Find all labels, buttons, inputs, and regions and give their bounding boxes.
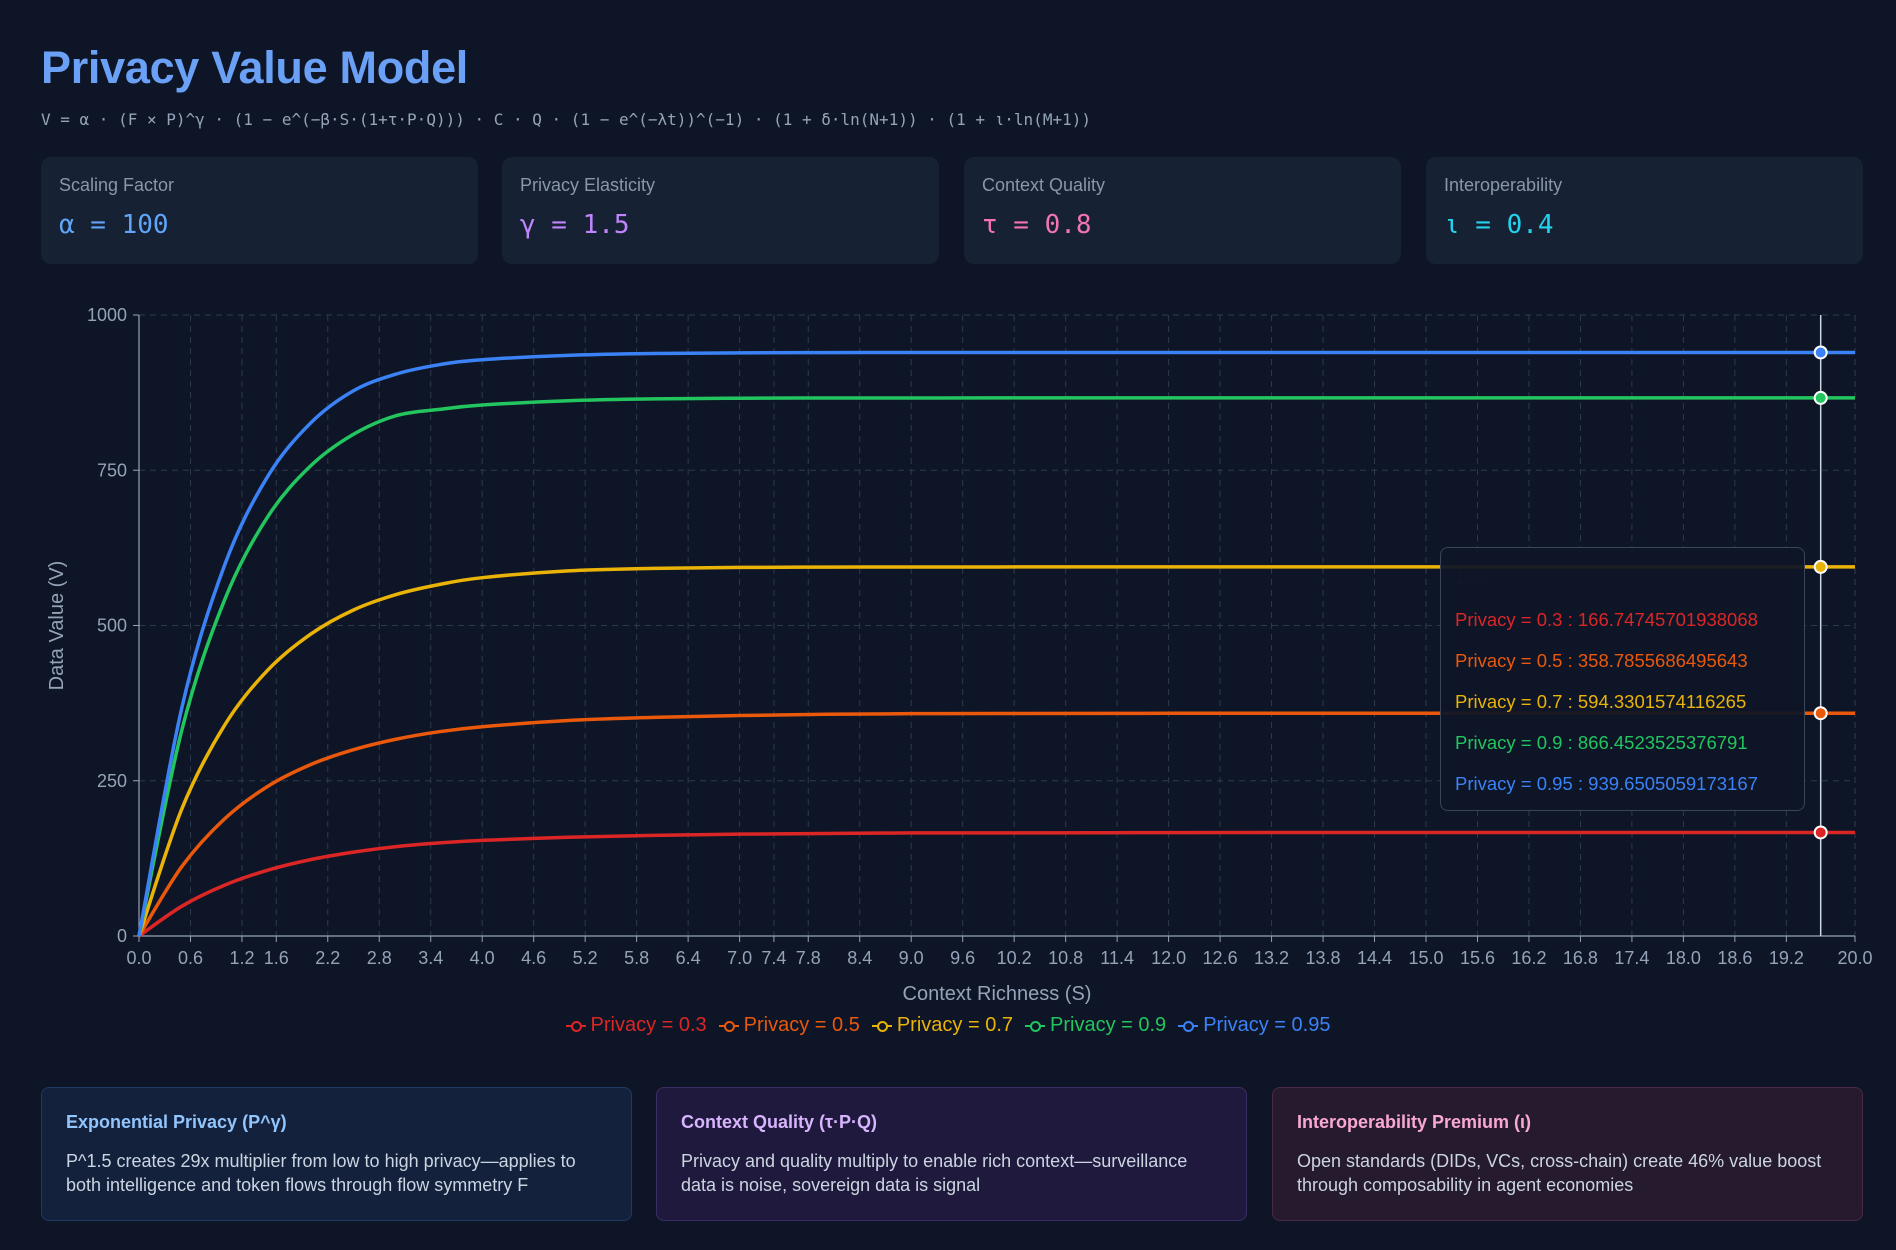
legend-label: Privacy = 0.3 bbox=[590, 1014, 707, 1036]
x-tick-label: 6.4 bbox=[676, 948, 701, 968]
x-tick-label: 7.8 bbox=[796, 948, 821, 968]
legend-line-marker-icon bbox=[1025, 1020, 1046, 1032]
param-label: Interoperability bbox=[1444, 175, 1563, 195]
x-tick-label: 16.8 bbox=[1563, 948, 1598, 968]
x-tick-label: 0.6 bbox=[178, 948, 203, 968]
chart-legend: Privacy = 0.3 Privacy = 0.5 Privacy = 0.7 P… bbox=[0, 1014, 1896, 1038]
legend-item[interactable]: Privacy = 0.7 bbox=[871, 1014, 1014, 1037]
x-tick-label: 18.6 bbox=[1717, 948, 1752, 968]
tooltip-row: Privacy = 0.7 : 594.3301574116265 bbox=[1455, 691, 1747, 712]
legend-item[interactable]: Privacy = 0.3 bbox=[565, 1014, 707, 1037]
tooltip-row: Privacy = 0.9 : 866.4523525376791 bbox=[1455, 732, 1748, 753]
y-tick-label: 1000 bbox=[87, 305, 127, 325]
hover-point-1 bbox=[1813, 706, 1828, 721]
x-tick-label: 16.2 bbox=[1511, 948, 1546, 968]
legend-label: Privacy = 0.95 bbox=[1203, 1014, 1331, 1036]
legend-item[interactable]: Privacy = 0.5 bbox=[718, 1014, 860, 1037]
series-line-4 bbox=[137, 350, 1855, 937]
param-card-interoperability: Interoperability ι = 0.4 bbox=[1426, 157, 1863, 264]
x-tick-label: 9.0 bbox=[899, 948, 924, 968]
note-title: Interoperability Premium (ι) bbox=[1297, 1112, 1532, 1132]
note-text: Open standards (DIDs, VCs, cross-chain) … bbox=[1297, 1151, 1822, 1195]
tooltip-row: Privacy = 0.95 : 939.6505059173167 bbox=[1455, 773, 1758, 794]
note-title: Exponential Privacy (P^γ) bbox=[66, 1112, 287, 1132]
x-tick-label: 5.8 bbox=[624, 948, 649, 968]
legend-line-marker-icon bbox=[565, 1020, 586, 1032]
hover-point-3 bbox=[1813, 390, 1828, 405]
x-tick-label: 11.4 bbox=[1100, 948, 1134, 968]
x-tick-label: 1.6 bbox=[264, 948, 289, 968]
y-tick-label: 0 bbox=[117, 926, 127, 946]
param-card-elasticity: Privacy Elasticity γ = 1.5 bbox=[502, 157, 939, 264]
y-axis-label: Data Value (V) bbox=[46, 561, 68, 691]
hover-point-4 bbox=[1813, 345, 1828, 360]
x-tick-label: 12.0 bbox=[1151, 948, 1186, 968]
param-value: γ = 1.5 bbox=[520, 210, 630, 240]
x-tick-label: 13.8 bbox=[1306, 948, 1341, 968]
legend-item[interactable]: Privacy = 0.95 bbox=[1178, 1014, 1330, 1037]
x-tick-label: 2.8 bbox=[367, 948, 392, 968]
series-line-3 bbox=[137, 396, 1855, 937]
hover-point-0 bbox=[1813, 825, 1828, 840]
x-tick-label: 14.4 bbox=[1357, 948, 1392, 968]
x-tick-label: 0.0 bbox=[126, 948, 151, 968]
legend-item[interactable]: Privacy = 0.9 bbox=[1025, 1014, 1166, 1037]
x-tick-label: 13.2 bbox=[1254, 948, 1289, 968]
tooltip-row: Privacy = 0.5 : 358.7855686495643 bbox=[1455, 650, 1748, 671]
note-text: P^1.5 creates 29x multiplier from low to… bbox=[66, 1151, 576, 1195]
param-label: Scaling Factor bbox=[59, 175, 175, 195]
x-tick-label: 10.2 bbox=[997, 948, 1032, 968]
x-tick-label: 7.4 bbox=[761, 948, 786, 968]
x-tick-label: 9.6 bbox=[950, 948, 975, 968]
legend-label: Privacy = 0.7 bbox=[896, 1014, 1014, 1036]
param-card-context-quality: Context Quality τ = 0.8 bbox=[964, 157, 1401, 264]
param-value: τ = 0.8 bbox=[982, 210, 1092, 240]
x-tick-label: 10.8 bbox=[1048, 948, 1083, 968]
note-context-quality: Context Quality (τ·P·Q) Privacy and qual… bbox=[656, 1087, 1247, 1221]
x-tick-label: 1.2 bbox=[229, 948, 254, 968]
legend-label: Privacy = 0.5 bbox=[743, 1014, 860, 1036]
note-interoperability-premium: Interoperability Premium (ι) Open standa… bbox=[1272, 1087, 1863, 1221]
param-label: Privacy Elasticity bbox=[520, 175, 656, 195]
y-tick-label: 250 bbox=[97, 771, 127, 791]
chart-tooltip: 19.6 Privacy = 0.3 : 166.74745701938068 P… bbox=[1440, 547, 1805, 811]
param-value: ι = 0.4 bbox=[1444, 210, 1554, 240]
y-tick-label: 750 bbox=[97, 460, 127, 480]
x-tick-label: 15.0 bbox=[1408, 948, 1443, 968]
x-tick-label: 5.2 bbox=[573, 948, 598, 968]
legend-label: Privacy = 0.9 bbox=[1050, 1014, 1167, 1036]
param-value: α = 100 bbox=[59, 210, 169, 240]
series-line-0 bbox=[138, 830, 1856, 938]
x-axis-label: Context Richness (S) bbox=[903, 983, 1092, 1005]
note-title: Context Quality (τ·P·Q) bbox=[681, 1112, 878, 1132]
x-tick-label: 3.4 bbox=[418, 948, 443, 968]
note-text: Privacy and quality multiply to enable r… bbox=[681, 1151, 1188, 1195]
x-tick-label: 20.0 bbox=[1837, 948, 1872, 968]
formula: V = α · (F × P)^γ · (1 − e^(−β·S·(1+τ·P·… bbox=[41, 110, 1091, 129]
tooltip-row: Privacy = 0.3 : 166.74745701938068 bbox=[1455, 609, 1758, 630]
hover-point-2 bbox=[1813, 559, 1828, 574]
legend-line-marker-icon bbox=[871, 1020, 892, 1032]
y-tick-label: 500 bbox=[97, 616, 127, 636]
x-tick-label: 2.2 bbox=[315, 948, 340, 968]
param-label: Context Quality bbox=[982, 175, 1106, 195]
x-tick-label: 15.6 bbox=[1460, 948, 1495, 968]
tooltip-x-label: 19.6 bbox=[1455, 568, 1491, 588]
x-tick-label: 8.4 bbox=[847, 948, 872, 968]
x-tick-label: 12.6 bbox=[1203, 948, 1238, 968]
x-tick-label: 17.4 bbox=[1614, 948, 1649, 968]
note-exponential-privacy: Exponential Privacy (P^γ) P^1.5 creates … bbox=[41, 1087, 632, 1221]
page-title: Privacy Value Model bbox=[41, 42, 469, 93]
info-notes: Exponential Privacy (P^γ) P^1.5 creates … bbox=[41, 1087, 1863, 1221]
x-tick-label: 18.0 bbox=[1666, 948, 1701, 968]
legend-line-marker-icon bbox=[718, 1020, 739, 1032]
param-card-scaling: Scaling Factor α = 100 bbox=[41, 157, 478, 264]
x-tick-label: 19.2 bbox=[1769, 948, 1804, 968]
legend-line-marker-icon bbox=[1178, 1020, 1199, 1032]
x-tick-label: 4.6 bbox=[521, 948, 546, 968]
x-tick-label: 4.0 bbox=[470, 948, 495, 968]
parameter-cards: Scaling Factor α = 100 Privacy Elasticit… bbox=[41, 157, 1863, 264]
x-tick-label: 7.0 bbox=[727, 948, 752, 968]
